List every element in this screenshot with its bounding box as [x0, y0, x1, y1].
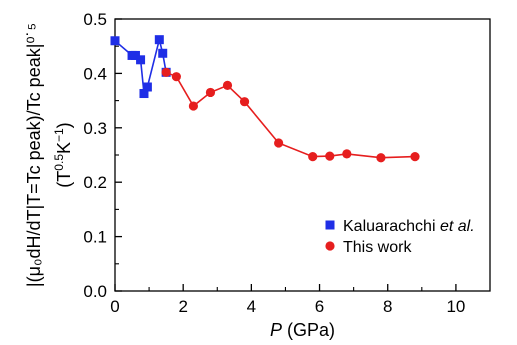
y-axis-title-line2: (T0.5K−1) [52, 122, 74, 187]
y-axis-title-line1: |(μ₀dH/dT|T=Tc peak)/Tc peak|⁰˙⁵ [24, 23, 44, 287]
x-tick-label: 6 [315, 297, 324, 316]
axes: 0 2 4 6 8 10 0.0 0.1 0.2 0.3 0.4 0.5 [83, 10, 491, 316]
data-point [239, 97, 250, 107]
y-tick-label: 0.2 [83, 173, 107, 192]
series-line [165, 71, 416, 159]
x-tick-label: 0 [110, 297, 119, 316]
axis-labels: P (GPa) |(μ₀dH/dT|T=Tc peak)/Tc peak|⁰˙⁵ (… [24, 23, 335, 340]
data-point [158, 48, 168, 58]
x-axis-title: P (GPa) [270, 320, 335, 340]
series-1 [161, 67, 420, 163]
data-point [205, 87, 216, 98]
data-point [142, 82, 152, 92]
data-point [325, 151, 335, 161]
y-tick-label: 0.4 [83, 64, 107, 83]
data-point [410, 152, 420, 162]
y-tick-label: 0.5 [83, 10, 107, 29]
series-line [114, 39, 167, 97]
data-point [171, 72, 181, 82]
legend-label: Kaluarachchi et al. [343, 218, 475, 235]
data-point [308, 152, 318, 162]
x-tick-label: 2 [178, 297, 187, 316]
x-tick-label: 8 [383, 297, 392, 316]
series-layer [110, 35, 420, 163]
x-tick-label: 4 [247, 297, 256, 316]
data-point [188, 101, 199, 111]
plot-frame [114, 18, 491, 292]
data-point [136, 55, 146, 65]
data-point [376, 153, 386, 163]
y-tick-label: 0.1 [83, 228, 107, 247]
data-point [274, 138, 284, 148]
legend-marker [325, 241, 335, 251]
data-point [110, 36, 120, 46]
y-tick-label: 0.0 [83, 282, 107, 301]
data-point [342, 149, 352, 159]
y-tick-label: 0.3 [83, 119, 107, 138]
data-point [154, 35, 164, 45]
data-point [161, 67, 171, 77]
legend-marker [325, 220, 335, 230]
data-point [222, 80, 233, 90]
legend-label: This work [343, 239, 412, 256]
data-point [130, 50, 140, 60]
legend: Kaluarachchi et al. This work [325, 218, 475, 256]
data-point [139, 89, 149, 99]
x-tick-label: 10 [446, 297, 465, 316]
series-0 [110, 35, 171, 99]
